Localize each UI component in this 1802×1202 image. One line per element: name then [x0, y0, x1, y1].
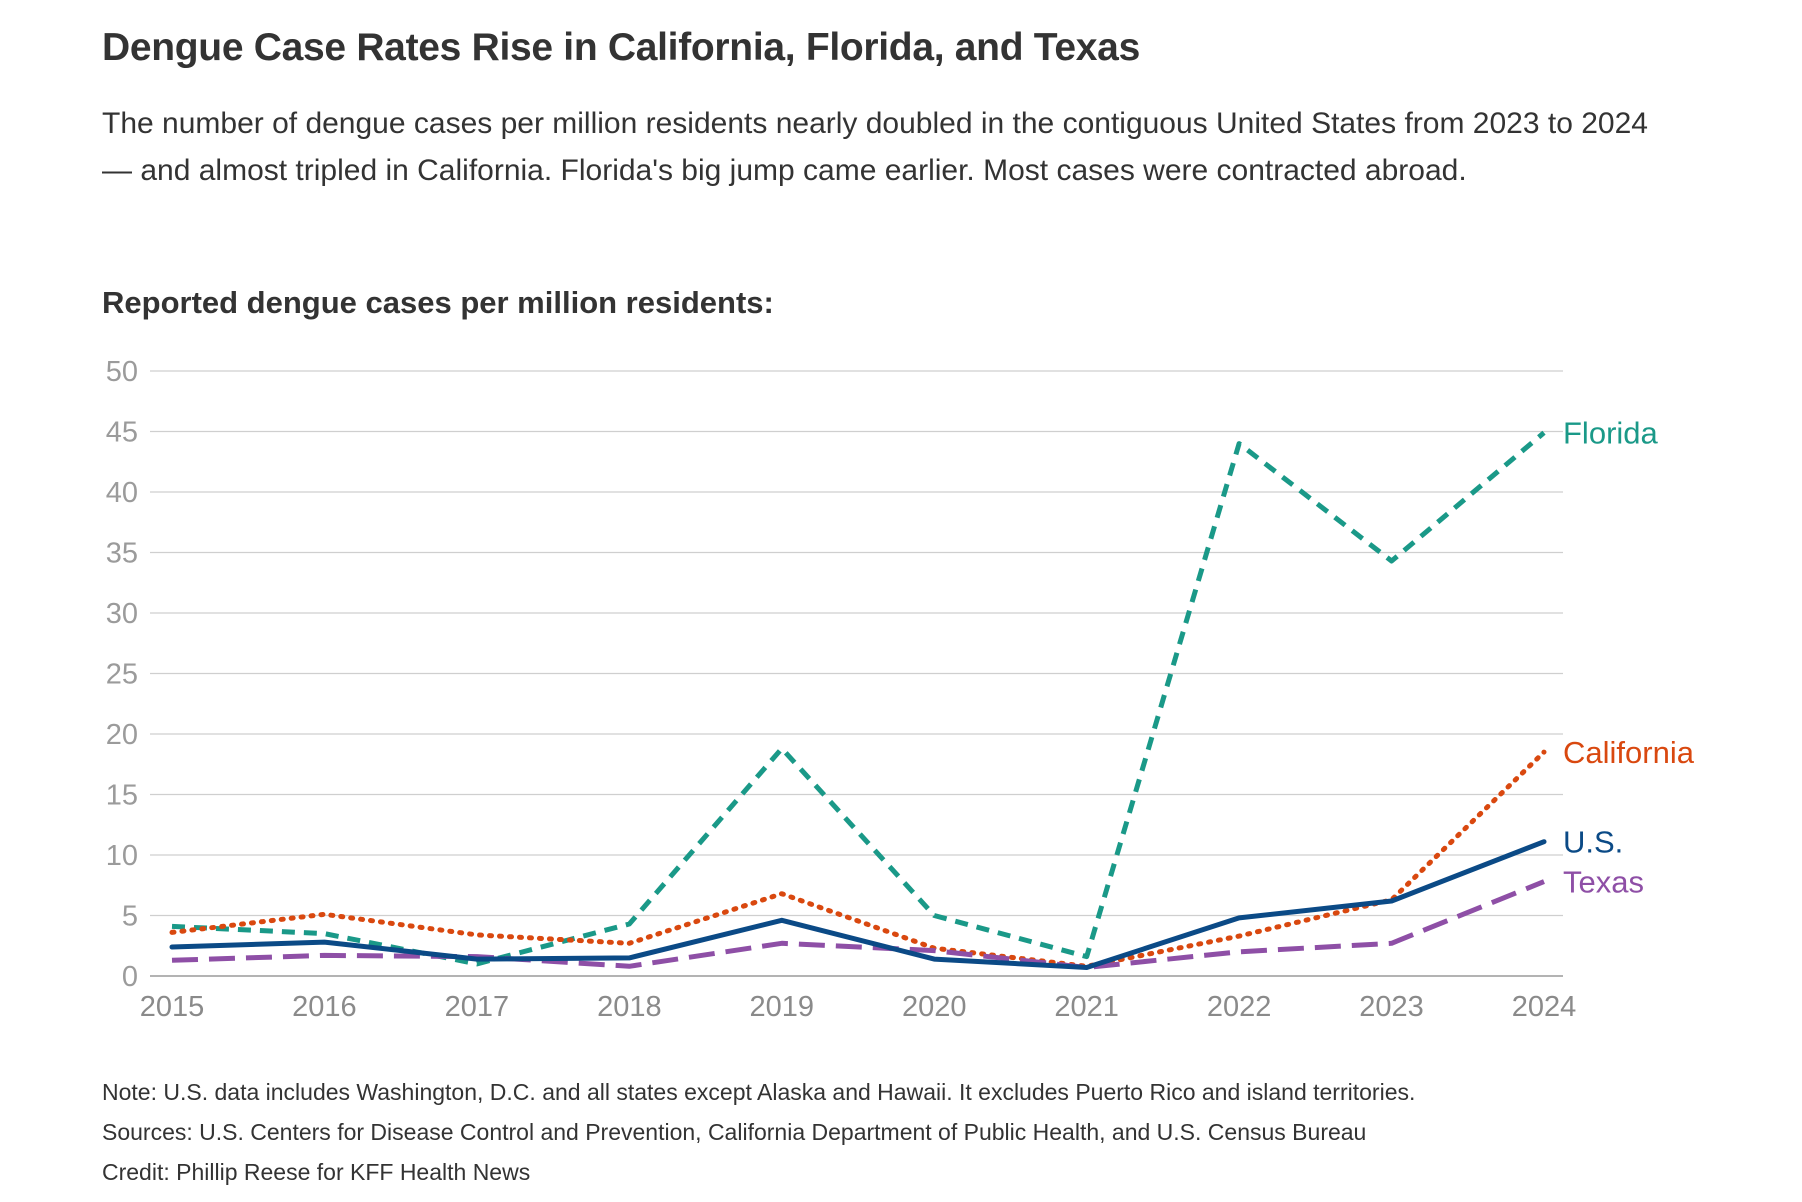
y-tick-label: 0 — [122, 961, 138, 993]
series-line-texas — [171, 879, 1545, 970]
x-tick-label: 2017 — [445, 991, 510, 1023]
y-tick-label: 25 — [106, 659, 138, 691]
chart-subtitle: The number of dengue cases per million r… — [102, 107, 1648, 187]
series-label-texas: Texas — [1563, 865, 1644, 900]
x-tick-label: 2024 — [1512, 991, 1577, 1023]
y-tick-label: 50 — [106, 356, 138, 388]
x-tick-label: 2023 — [1359, 991, 1424, 1023]
series-line-u-s — [169, 839, 1547, 970]
x-tick-label: 2015 — [140, 991, 205, 1023]
series-label-u-s: U.S. — [1563, 825, 1623, 860]
chart-heading: Reported dengue cases per million reside… — [102, 285, 774, 320]
x-tick-label: 2020 — [902, 991, 967, 1023]
chart-footer: Note: U.S. data includes Washington, D.C… — [102, 1072, 1752, 1192]
y-tick-label: 30 — [106, 598, 138, 630]
line-chart: 0 5 10 15 20 25 30 35 40 45 50 2015 2016 2017 2018 2019… — [106, 356, 1695, 1023]
y-tick-label: 20 — [106, 719, 138, 751]
series-label-florida: Florida — [1563, 416, 1659, 451]
footer-sources: Sources: U.S. Centers for Disease Contro… — [102, 1119, 1367, 1145]
series-line-california — [169, 749, 1547, 969]
x-tick-label: 2019 — [750, 991, 815, 1023]
y-tick-label: 5 — [122, 901, 138, 933]
x-tick-label: 2018 — [597, 991, 662, 1023]
y-tick-label: 45 — [106, 417, 138, 449]
footer-note: Note: U.S. data includes Washington, D.C… — [102, 1079, 1416, 1105]
y-tick-label: 35 — [106, 538, 138, 570]
chart-title: Dengue Case Rates Rise in California, Fl… — [102, 26, 1140, 69]
footer-credit: Credit: Phillip Reese for KFF Health New… — [102, 1159, 531, 1185]
y-tick-label: 40 — [106, 477, 138, 509]
series-label-california: California — [1563, 735, 1695, 770]
x-tick-label: 2022 — [1207, 991, 1272, 1023]
y-tick-label: 15 — [106, 780, 138, 812]
series-line-florida — [171, 430, 1546, 967]
y-tick-label: 10 — [106, 840, 138, 872]
x-tick-label: 2021 — [1054, 991, 1119, 1023]
x-tick-label: 2016 — [292, 991, 357, 1023]
